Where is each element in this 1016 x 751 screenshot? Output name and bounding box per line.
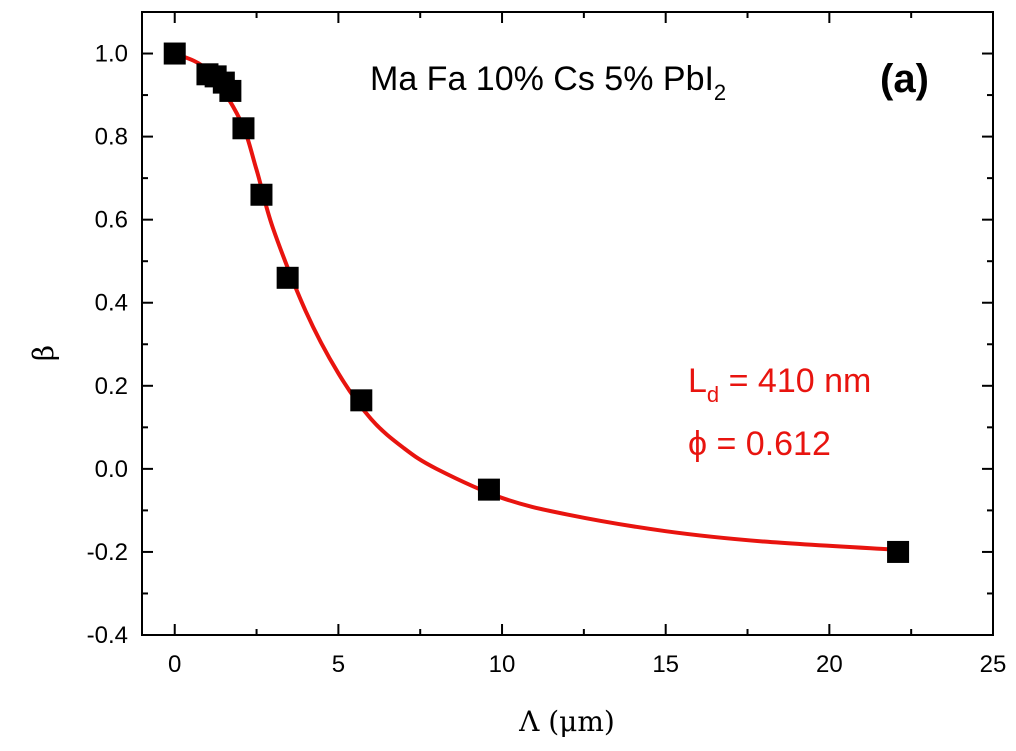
x-tick-label: 15: [652, 651, 679, 678]
y-tick-label: -0.2: [87, 539, 128, 566]
y-axis-title: β: [27, 345, 60, 361]
plot-frame: [141, 11, 994, 636]
x-tick-label: 10: [489, 651, 516, 678]
data-point: [276, 266, 299, 289]
x-tick-label: 5: [332, 651, 345, 678]
data-point: [477, 478, 500, 501]
ticks-layer: 0 5 10 15 20 25 -0.4 -0.2 0.0 0.2 0.4 0.6 0.8 1.0: [87, 12, 1007, 678]
marker-layer: [163, 42, 910, 563]
data-point: [219, 79, 242, 102]
y-tick-label: 1.0: [95, 41, 128, 68]
data-point: [887, 540, 910, 563]
panel-label: (a): [880, 57, 929, 101]
x-axis-title: Λ (μm): [518, 705, 615, 738]
y-tick-label: -0.4: [87, 622, 128, 649]
data-point: [232, 117, 255, 140]
x-tick-label: 25: [980, 651, 1007, 678]
y-tick-label: 0.0: [95, 456, 128, 483]
phi-label: ϕ = 0.612: [688, 425, 831, 463]
x-tick-label: 0: [168, 651, 181, 678]
data-point: [350, 389, 373, 412]
fit-layer: [172, 51, 901, 552]
y-tick-label: 0.8: [95, 124, 128, 151]
sample-label: Ma Fa 10% Cs 5% PbI2: [370, 60, 726, 105]
data-point: [163, 42, 186, 65]
y-tick-label: 0.6: [95, 207, 128, 234]
diffusion-length-label: Ld = 410 nm: [688, 362, 871, 407]
fit-curve: [172, 51, 901, 552]
data-point: [250, 183, 273, 206]
x-tick-label: 20: [816, 651, 843, 678]
y-tick-label: 0.2: [95, 373, 128, 400]
y-tick-label: 0.4: [95, 290, 128, 317]
